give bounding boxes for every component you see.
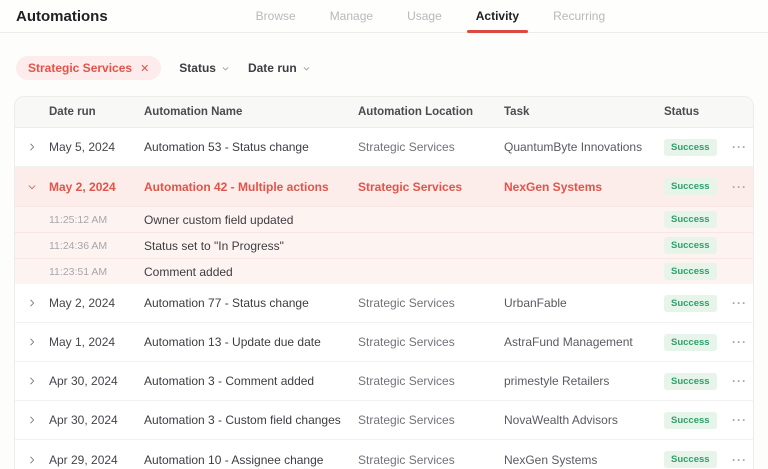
table-header-row: Date run Automation Name Automation Loca… bbox=[15, 97, 753, 128]
row-location: Strategic Services bbox=[358, 413, 455, 427]
page-title: Automations bbox=[16, 7, 108, 25]
row-automation-name: Automation 3 - Comment added bbox=[144, 374, 315, 388]
table-row[interactable]: Apr 29, 2024 Automation 10 - Assignee ch… bbox=[15, 440, 753, 469]
row-date: Apr 30, 2024 bbox=[49, 413, 118, 427]
row-location: Strategic Services bbox=[358, 179, 463, 194]
tab-bar: Browse Manage Usage Activity Recurring bbox=[255, 0, 606, 33]
row-date: Apr 29, 2024 bbox=[49, 452, 118, 467]
tab-usage[interactable]: Usage bbox=[407, 9, 442, 23]
row-task[interactable]: UrbanFable bbox=[504, 296, 567, 310]
col-header-status: Status bbox=[664, 106, 700, 118]
sub-row-time: 11:23:51 AM bbox=[49, 265, 108, 278]
status-filter-dropdown[interactable]: Status bbox=[179, 61, 230, 75]
sub-row: 11:25:12 AM Owner custom field updated S… bbox=[15, 206, 753, 232]
col-header-date-run: Date run bbox=[49, 106, 96, 118]
row-automation-name: Automation 77 - Status change bbox=[144, 296, 309, 310]
chevron-down-icon[interactable] bbox=[27, 182, 37, 192]
row-location: Strategic Services bbox=[358, 140, 455, 154]
row-task[interactable]: NovaWealth Advisors bbox=[504, 413, 618, 427]
date-run-filter-dropdown[interactable]: Date run bbox=[248, 61, 311, 75]
row-date: May 2, 2024 bbox=[49, 296, 116, 310]
row-automation-name: Automation 3 - Custom field changes bbox=[144, 413, 341, 427]
row-more-button[interactable]: ··· bbox=[732, 179, 747, 194]
table-row[interactable]: May 5, 2024 Automation 53 - Status chang… bbox=[15, 128, 753, 167]
status-badge: Success bbox=[664, 333, 717, 351]
app-header: Automations Browse Manage Usage Activity… bbox=[0, 0, 768, 33]
sub-row-time: 11:25:12 AM bbox=[49, 213, 108, 226]
table-row[interactable]: May 1, 2024 Automation 13 - Update due d… bbox=[15, 323, 753, 362]
row-task[interactable]: primestyle Retailers bbox=[504, 374, 610, 388]
status-badge: Success bbox=[664, 451, 717, 468]
filter-chip-strategic-services[interactable]: Strategic Services ✕ bbox=[16, 56, 162, 80]
status-badge: Success bbox=[664, 372, 717, 390]
row-more-button[interactable]: ··· bbox=[732, 452, 747, 467]
row-more-button[interactable]: ··· bbox=[732, 335, 747, 349]
tab-manage[interactable]: Manage bbox=[329, 9, 374, 23]
row-location: Strategic Services bbox=[358, 374, 455, 388]
sub-row: 11:24:36 AM Status set to "In Progress" … bbox=[15, 232, 753, 258]
chevron-down-icon bbox=[222, 66, 229, 71]
row-task[interactable]: NexGen Systems bbox=[504, 179, 603, 194]
status-badge: Success bbox=[664, 411, 717, 429]
row-more-button[interactable]: ··· bbox=[732, 296, 747, 310]
chip-remove-icon[interactable]: ✕ bbox=[140, 62, 150, 75]
row-task[interactable]: NexGen Systems bbox=[504, 452, 598, 467]
row-automation-name: Automation 10 - Assignee change bbox=[144, 452, 324, 467]
chevron-down-icon bbox=[303, 66, 310, 71]
status-badge: Success bbox=[664, 263, 717, 280]
row-date: May 2, 2024 bbox=[49, 179, 116, 194]
chevron-right-icon[interactable] bbox=[27, 142, 37, 152]
filter-bar: Strategic Services ✕ Status Date run bbox=[0, 33, 768, 96]
row-more-button[interactable]: ··· bbox=[732, 374, 747, 388]
status-badge: Success bbox=[664, 294, 717, 312]
row-location: Strategic Services bbox=[358, 296, 455, 310]
table-row-expanded[interactable]: May 2, 2024 Automation 42 - Multiple act… bbox=[15, 167, 753, 206]
sub-row-action: Status set to "In Progress" bbox=[144, 238, 284, 253]
col-header-automation-location: Automation Location bbox=[358, 106, 473, 118]
row-task[interactable]: QuantumByte Innovations bbox=[504, 140, 643, 154]
tab-recurring[interactable]: Recurring bbox=[553, 9, 606, 23]
row-automation-name: Automation 42 - Multiple actions bbox=[144, 179, 329, 194]
chevron-right-icon[interactable] bbox=[27, 376, 37, 386]
status-badge: Success bbox=[664, 178, 717, 195]
status-badge: Success bbox=[664, 138, 717, 156]
date-run-filter-label: Date run bbox=[247, 61, 297, 75]
row-automation-name: Automation 53 - Status change bbox=[144, 140, 309, 154]
status-badge: Success bbox=[664, 237, 717, 254]
automations-activity-table: Date run Automation Name Automation Loca… bbox=[14, 96, 754, 469]
chevron-right-icon[interactable] bbox=[27, 455, 37, 465]
sub-row-action: Comment added bbox=[144, 264, 233, 279]
table-row[interactable]: Apr 30, 2024 Automation 3 - Comment adde… bbox=[15, 362, 753, 401]
status-filter-label: Status bbox=[179, 61, 216, 75]
row-automation-name: Automation 13 - Update due date bbox=[144, 335, 321, 349]
sub-row-time: 11:24:36 AM bbox=[49, 239, 108, 252]
table-row[interactable]: May 2, 2024 Automation 77 - Status chang… bbox=[15, 284, 753, 323]
row-date: May 5, 2024 bbox=[49, 140, 116, 154]
chevron-right-icon[interactable] bbox=[27, 415, 37, 425]
tab-browse[interactable]: Browse bbox=[255, 9, 296, 23]
chevron-right-icon[interactable] bbox=[27, 337, 37, 347]
row-location: Strategic Services bbox=[358, 452, 455, 467]
col-header-task: Task bbox=[504, 106, 530, 118]
row-date: Apr 30, 2024 bbox=[49, 374, 118, 388]
row-date: May 1, 2024 bbox=[49, 335, 116, 349]
table-row[interactable]: Apr 30, 2024 Automation 3 - Custom field… bbox=[15, 401, 753, 440]
sub-row-action: Owner custom field updated bbox=[144, 212, 294, 227]
sub-row: 11:23:51 AM Comment added Success bbox=[15, 258, 753, 284]
row-location: Strategic Services bbox=[358, 335, 455, 349]
row-more-button[interactable]: ··· bbox=[732, 413, 747, 427]
filter-chip-label: Strategic Services bbox=[28, 61, 133, 75]
col-header-automation-name: Automation Name bbox=[144, 106, 243, 118]
row-task[interactable]: AstraFund Management bbox=[504, 335, 633, 349]
chevron-right-icon[interactable] bbox=[27, 298, 37, 308]
status-badge: Success bbox=[664, 211, 717, 228]
tab-activity[interactable]: Activity bbox=[466, 0, 529, 33]
row-more-button[interactable]: ··· bbox=[732, 140, 747, 154]
